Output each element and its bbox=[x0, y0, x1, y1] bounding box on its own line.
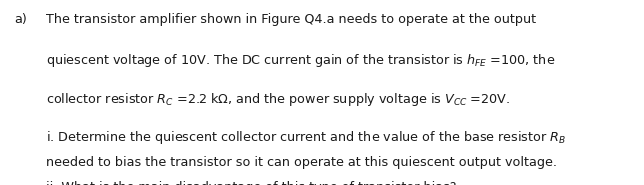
Text: collector resistor $\mathit{R_C}$ =2.2 k$\Omega$, and the power supply voltage i: collector resistor $\mathit{R_C}$ =2.2 k… bbox=[46, 91, 511, 108]
Text: i. Determine the quiescent collector current and the value of the base resistor : i. Determine the quiescent collector cur… bbox=[46, 130, 567, 147]
Text: ii. What is the main disadvantage of this type of transistor bias?: ii. What is the main disadvantage of thi… bbox=[46, 181, 457, 185]
Text: quiescent voltage of 10V. The DC current gain of the transistor is $\mathit{h_{F: quiescent voltage of 10V. The DC current… bbox=[46, 52, 556, 69]
Text: a): a) bbox=[14, 13, 27, 26]
Text: The transistor amplifier shown in Figure Q4.a needs to operate at the output: The transistor amplifier shown in Figure… bbox=[46, 13, 536, 26]
Text: needed to bias the transistor so it can operate at this quiescent output voltage: needed to bias the transistor so it can … bbox=[46, 156, 557, 169]
